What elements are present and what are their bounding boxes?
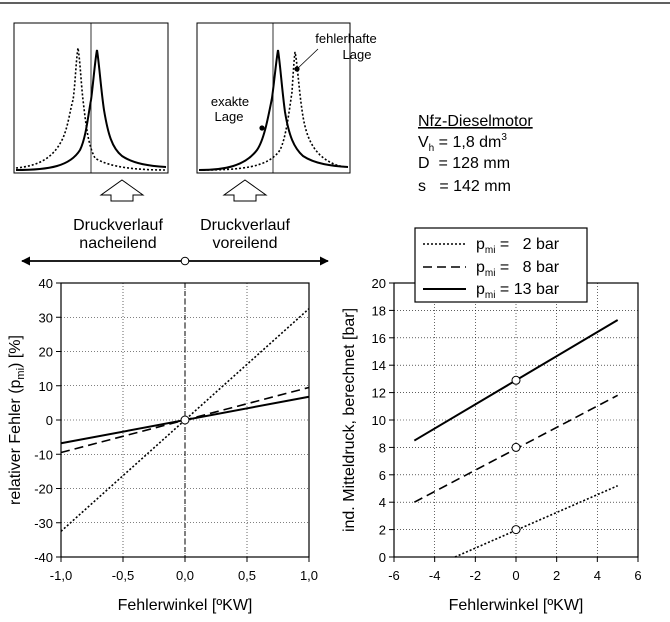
exact-position-label-2: Lage <box>215 109 244 124</box>
left-x-tick-label: -0,5 <box>112 568 134 583</box>
legend: pmi = 2 bar pmi = 8 bar pmi = 13 bar <box>414 227 588 303</box>
left-x-tick-label: 0,5 <box>238 568 256 583</box>
right-x-tick-label: 6 <box>634 568 641 583</box>
engine-displacement-sup: 3 <box>501 132 507 143</box>
right-y-tick-label: 14 <box>372 358 386 373</box>
right-y-tick-label: 4 <box>379 495 386 510</box>
inset-lagging-dotted-curve <box>15 47 167 171</box>
engine-displacement-sub: h <box>429 143 435 154</box>
right-data-marker <box>511 375 521 385</box>
label-lagging-line1: Druckverlauf <box>73 217 163 234</box>
engine-displacement-value: = 1,8 dm <box>434 134 501 151</box>
legend-8bar-sub: mi <box>485 268 496 279</box>
left-x-tick-label: 1,0 <box>300 568 318 583</box>
hollow-arrow-left <box>99 179 145 202</box>
left-series-dotted <box>60 308 310 532</box>
left-x-tick-label: -1,0 <box>50 568 72 583</box>
legend-2bar-prefix: p <box>476 236 485 253</box>
right-data-marker <box>511 442 521 452</box>
left-y-label-prefix: relativer Fehler (p <box>7 379 24 504</box>
faulty-position-label-1: fehlerhafte <box>315 31 376 46</box>
right-y-tick-label: 20 <box>372 276 386 291</box>
right-y-tick-label: 8 <box>379 440 386 455</box>
right-x-tick-label: -6 <box>388 568 400 583</box>
inset-lagging <box>13 22 169 174</box>
right-x-tick-label: -2 <box>470 568 482 583</box>
right-y-tick-label: 6 <box>379 468 386 483</box>
engine-bore: D = 128 mm <box>418 155 510 172</box>
faulty-position-label-2: Lage <box>343 47 372 62</box>
right-x-axis-label: Fehlerwinkel [ºKW] <box>449 597 584 614</box>
hollow-arrow-right <box>222 179 268 202</box>
inset-leading: exakte Lage fehlerhafte Lage <box>196 22 377 174</box>
right-x-tick-label: -4 <box>429 568 441 583</box>
left-y-tick-label: 40 <box>39 276 53 291</box>
legend-label-13bar: pmi = 13 bar <box>476 281 560 301</box>
label-leading-line2: voreilend <box>213 235 278 252</box>
right-x-tick-label: 2 <box>553 568 560 583</box>
right-y-tick-label: 12 <box>372 386 386 401</box>
left-y-tick-label: -10 <box>34 447 53 462</box>
left-y-axis-label: relativer Fehler (pmi) [%] <box>7 335 27 505</box>
engine-info: Nfz-Dieselmotor Vh = 1,8 dm3 D = 128 mm … <box>418 113 533 195</box>
inset-leading-solid-curve <box>198 49 349 171</box>
inset-leading-frame <box>196 22 351 174</box>
left-y-tick-label: 0 <box>46 413 53 428</box>
chart-left: -1,0 -0,5 0,0 0,5 1,0 -40 -30 -20 -10 0 10 20 30 40 F… <box>7 276 318 614</box>
left-markers <box>180 415 190 425</box>
right-grid <box>394 283 638 557</box>
right-ticks: -6 -4 -2 0 2 4 6 0 2 4 6 8 10 12 14 16 18 20 <box>372 276 642 583</box>
right-y-tick-label: 0 <box>379 550 386 565</box>
left-ticks: -1,0 -0,5 0,0 0,5 1,0 -40 -30 -20 -10 0 10 20 30 40 <box>34 276 318 583</box>
right-x-tick-label: 0 <box>512 568 519 583</box>
left-y-tick-label: 30 <box>39 310 53 325</box>
inset-leading-dotted-curve <box>198 51 349 171</box>
left-data-marker <box>180 415 190 425</box>
label-lagging-line2: nacheilend <box>79 235 156 252</box>
legend-8bar-suffix: = 8 bar <box>495 259 559 276</box>
left-y-tick-label: 20 <box>39 345 53 360</box>
legend-13bar-sub: mi <box>485 290 496 301</box>
legend-label-2bar: pmi = 2 bar <box>476 236 560 256</box>
legend-8bar-prefix: p <box>476 259 485 276</box>
engine-displacement-symbol: V <box>418 134 429 151</box>
chart-right: -6 -4 -2 0 2 4 6 0 2 4 6 8 10 12 14 16 18 20 Fehlerwinkel… <box>341 227 642 614</box>
right-y-axis-label: ind. Mitteldruck, berechnet [bar] <box>341 308 358 532</box>
left-x-tick-label: 0,0 <box>176 568 194 583</box>
left-y-label-suffix: ) [%] <box>7 335 24 368</box>
right-y-tick-label: 2 <box>379 523 386 538</box>
legend-13bar-prefix: p <box>476 281 485 298</box>
right-data-marker <box>511 525 521 535</box>
engine-stroke: s = 142 mm <box>418 178 511 195</box>
legend-13bar-suffix: = 13 bar <box>495 281 559 298</box>
left-y-tick-label: -40 <box>34 550 53 565</box>
left-x-axis-label: Fehlerwinkel [ºKW] <box>118 597 253 614</box>
right-y-tick-label: 10 <box>372 413 386 428</box>
left-y-tick-label: -20 <box>34 482 53 497</box>
inset-lagging-solid-curve <box>15 49 167 171</box>
right-x-tick-label: 4 <box>594 568 601 583</box>
direction-arrow-center-circle <box>180 256 190 266</box>
legend-2bar-suffix: = 2 bar <box>495 236 559 253</box>
left-y-tick-label: -30 <box>34 516 53 531</box>
exact-position-label-1: exakte <box>211 94 249 109</box>
faulty-position-leader <box>296 48 319 70</box>
right-series-dotted <box>454 485 618 558</box>
legend-2bar-sub: mi <box>485 245 496 256</box>
right-y-tick-label: 16 <box>372 331 386 346</box>
left-y-tick-label: 10 <box>39 379 53 394</box>
right-markers <box>511 375 521 535</box>
engine-displacement: Vh = 1,8 dm3 <box>418 132 507 154</box>
right-y-tick-label: 18 <box>372 303 386 318</box>
left-y-label-sub: mi <box>15 368 27 380</box>
engine-title: Nfz-Dieselmotor <box>418 113 533 130</box>
label-leading-line1: Druckverlauf <box>200 217 290 234</box>
legend-label-8bar: pmi = 8 bar <box>476 259 560 279</box>
exact-position-dot <box>259 125 265 131</box>
